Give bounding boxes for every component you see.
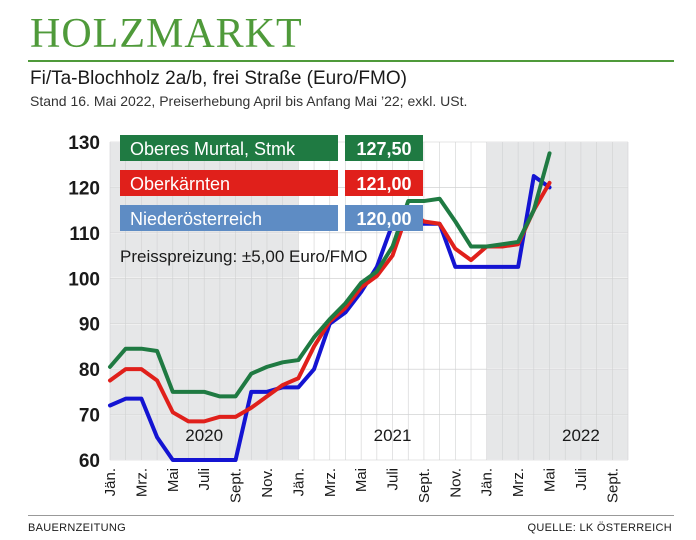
legend-value: 120,00 <box>356 209 411 229</box>
legend-value: 121,00 <box>356 174 411 194</box>
y-tick-label: 70 <box>79 406 100 427</box>
chart-subtitle: Stand 16. Mai 2022, Preiserhebung April … <box>30 93 468 109</box>
legend-label: Oberes Murtal, Stmk <box>130 139 296 159</box>
year-label: 2020 <box>185 426 223 445</box>
year-label: 2021 <box>374 426 412 445</box>
line-chart: 60 70 80 90 100 110 120 130 Jän. Mrz. Mai Juli Sept… <box>68 133 629 503</box>
series-line-1 <box>108 151 552 399</box>
x-tick-label: Nov. <box>259 468 276 498</box>
x-tick-label: Sept. <box>416 468 433 503</box>
y-tick-label: 130 <box>68 133 100 154</box>
x-tick-label: Mrz. <box>133 468 150 497</box>
legend-label: Niederösterreich <box>130 209 262 229</box>
legend-box <box>120 205 338 231</box>
x-tick-label: Mai <box>542 468 559 492</box>
spread-annotation: Preisspreizung: ±5,00 Euro/FMO <box>120 247 367 266</box>
x-tick-label: Jän. <box>290 468 307 496</box>
y-tick-label: 110 <box>69 224 100 245</box>
x-tick-label: Mrz. <box>322 468 339 497</box>
x-tick-label: Juli <box>573 468 590 491</box>
x-tick-label: Sept. <box>228 468 245 503</box>
masthead: HOLZMARKT <box>30 11 303 57</box>
band-2022 <box>486 142 628 460</box>
x-tick-label: Nov. <box>447 468 464 498</box>
year-labels: 2020 2021 2022 <box>185 426 600 445</box>
x-axis: Jän. Mrz. Mai Juli Sept. Nov. Jän. Mrz. Mai Juli S… <box>102 468 621 503</box>
legend-label: Oberkärnten <box>130 174 230 194</box>
legend-value: 127,50 <box>356 139 411 159</box>
legend-value-box <box>345 205 423 231</box>
y-tick-label: 120 <box>68 178 100 199</box>
legend-box <box>120 170 338 196</box>
y-tick-label: 80 <box>79 360 100 381</box>
series-lines <box>108 151 552 462</box>
x-tick-label: Mai <box>353 468 370 492</box>
x-tick-label: Juli <box>385 468 402 491</box>
footer-source: QUELLE: LK ÖSTERREICH <box>527 522 672 534</box>
header-rule <box>28 60 674 62</box>
x-tick-label: Jän. <box>102 468 119 496</box>
y-tick-label: 100 <box>68 269 100 290</box>
legend-value-box <box>345 135 423 161</box>
x-tick-label: Mrz. <box>510 468 527 497</box>
y-tick-label: 60 <box>79 451 100 472</box>
footer-rule <box>28 515 674 516</box>
x-tick-label: Mai <box>165 468 182 492</box>
chart-title: Fi/Ta-Blochholz 2a/b, frei Straße (Euro/… <box>30 68 407 89</box>
y-axis: 60 70 80 90 100 110 120 130 <box>68 133 100 472</box>
legend-box <box>120 135 338 161</box>
x-tick-label: Jän. <box>479 468 496 496</box>
x-tick-label: Juli <box>196 468 213 491</box>
year-label: 2022 <box>562 426 600 445</box>
legend-value-box <box>345 170 423 196</box>
legend: Oberes Murtal, Stmk 127,50 Oberkärnten 121,… <box>120 135 423 231</box>
footer-publication: BAUERNZEITUNG <box>28 522 127 534</box>
x-tick-label: Sept. <box>604 468 621 503</box>
y-tick-label: 90 <box>79 315 100 336</box>
